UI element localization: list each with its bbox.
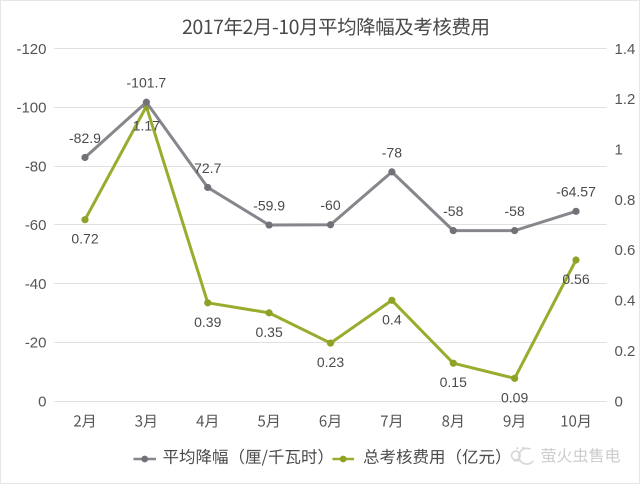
svg-text:1: 1 (615, 142, 623, 159)
svg-text:-100: -100 (16, 100, 46, 117)
svg-text:1.2: 1.2 (615, 91, 636, 108)
svg-text:0.39: 0.39 (194, 314, 221, 330)
svg-text:0.2: 0.2 (615, 343, 636, 360)
svg-text:-20: -20 (25, 335, 47, 352)
svg-text:-78: -78 (382, 144, 402, 160)
svg-text:-120: -120 (16, 41, 46, 58)
svg-text:0.56: 0.56 (562, 271, 589, 287)
svg-text:-40: -40 (25, 276, 47, 293)
svg-text:0.72: 0.72 (71, 231, 98, 247)
svg-text:0: 0 (38, 393, 46, 410)
svg-text:0.4: 0.4 (382, 311, 402, 327)
svg-text:0.23: 0.23 (317, 354, 344, 370)
svg-text:0.09: 0.09 (501, 389, 528, 405)
svg-text:1.17: 1.17 (133, 117, 160, 133)
svg-text:-80: -80 (25, 158, 47, 175)
svg-text:0.8: 0.8 (615, 192, 636, 209)
svg-text:0.4: 0.4 (615, 293, 636, 310)
svg-text:-58: -58 (505, 203, 525, 219)
svg-text:-101.7: -101.7 (127, 75, 167, 91)
svg-text:1.4: 1.4 (615, 41, 636, 58)
svg-text:-60: -60 (25, 217, 47, 234)
svg-text:0.15: 0.15 (440, 374, 467, 390)
svg-text:0: 0 (615, 393, 623, 410)
svg-text:-60: -60 (320, 197, 340, 213)
svg-text:-58: -58 (443, 203, 463, 219)
svg-text:-59.9: -59.9 (253, 197, 285, 213)
svg-text:-64.57: -64.57 (556, 184, 596, 200)
svg-text:0.6: 0.6 (615, 242, 636, 259)
svg-text:72.7: 72.7 (194, 160, 221, 176)
svg-text:-82.9: -82.9 (69, 130, 101, 146)
svg-text:0.35: 0.35 (255, 324, 282, 340)
